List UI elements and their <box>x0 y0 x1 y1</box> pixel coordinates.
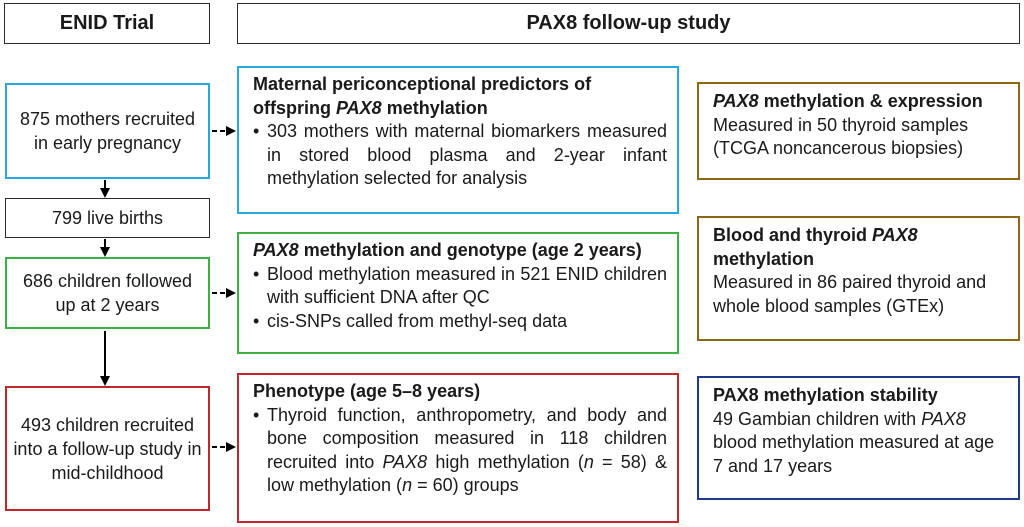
blood-thyroid-title: Blood and thyroid PAX8 methylation <box>713 225 918 269</box>
blood-thyroid-box: Blood and thyroid PAX8 methylation Measu… <box>697 216 1020 341</box>
live-births-box: 799 live births <box>5 198 210 238</box>
children-recruited-text: 493 children recruited into a follow-up … <box>13 414 202 483</box>
live-births-text: 799 live births <box>51 208 164 228</box>
pax8-study-header: PAX8 follow-up study <box>237 3 1020 44</box>
children-recruited-box: 493 children recruited into a follow-up … <box>5 386 210 511</box>
methylation-stability-title: PAX8 methylation stability <box>713 385 938 405</box>
maternal-predictors-list: 303 mothers with maternal biomarkers mea… <box>253 120 667 191</box>
methylation-expression-box: PAX8 methylation & expression Measured i… <box>697 82 1020 180</box>
phenotype-list: Thyroid function, anthropometry, and bod… <box>253 404 667 498</box>
list-item: Blood methylation measured in 521 ENID c… <box>253 263 667 310</box>
enid-trial-header-label: ENID Trial <box>59 12 155 34</box>
blood-thyroid-body: Measured in 86 paired thyroid and whole … <box>713 272 987 316</box>
maternal-predictors-title: Maternal periconceptional predictors of … <box>253 74 592 118</box>
phenotype-box: Phenotype (age 5–8 years) Thyroid functi… <box>237 373 679 523</box>
list-item: Thyroid function, anthropometry, and bod… <box>253 404 667 498</box>
mothers-recruited-text: 875 mothers recruited in early pregnancy <box>19 109 196 153</box>
phenotype-title: Phenotype (age 5–8 years) <box>253 381 481 401</box>
list-item: 303 mothers with maternal biomarkers mea… <box>253 120 667 191</box>
methylation-genotype-box: PAX8 methylation and genotype (age 2 yea… <box>237 232 679 354</box>
methylation-genotype-title: PAX8 methylation and genotype (age 2 yea… <box>253 240 642 260</box>
list-item: cis-SNPs called from methyl-seq data <box>253 310 667 334</box>
pax8-study-header-label: PAX8 follow-up study <box>526 12 731 34</box>
maternal-predictors-box: Maternal periconceptional predictors of … <box>237 66 679 214</box>
methylation-stability-box: PAX8 methylation stability 49 Gambian ch… <box>697 376 1020 500</box>
mothers-recruited-box: 875 mothers recruited in early pregnancy <box>5 83 210 179</box>
methylation-stability-body: 49 Gambian children with PAX8 blood meth… <box>713 408 995 476</box>
enid-trial-header: ENID Trial <box>4 3 210 44</box>
children-followed-box: 686 children followed up at 2 years <box>5 257 210 329</box>
methylation-genotype-list: Blood methylation measured in 521 ENID c… <box>253 263 667 334</box>
methylation-expression-title: PAX8 methylation & expression <box>713 91 983 111</box>
children-followed-text: 686 children followed up at 2 years <box>22 271 193 315</box>
methylation-expression-body: Measured in 50 thyroid samples (TCGA non… <box>713 114 969 159</box>
